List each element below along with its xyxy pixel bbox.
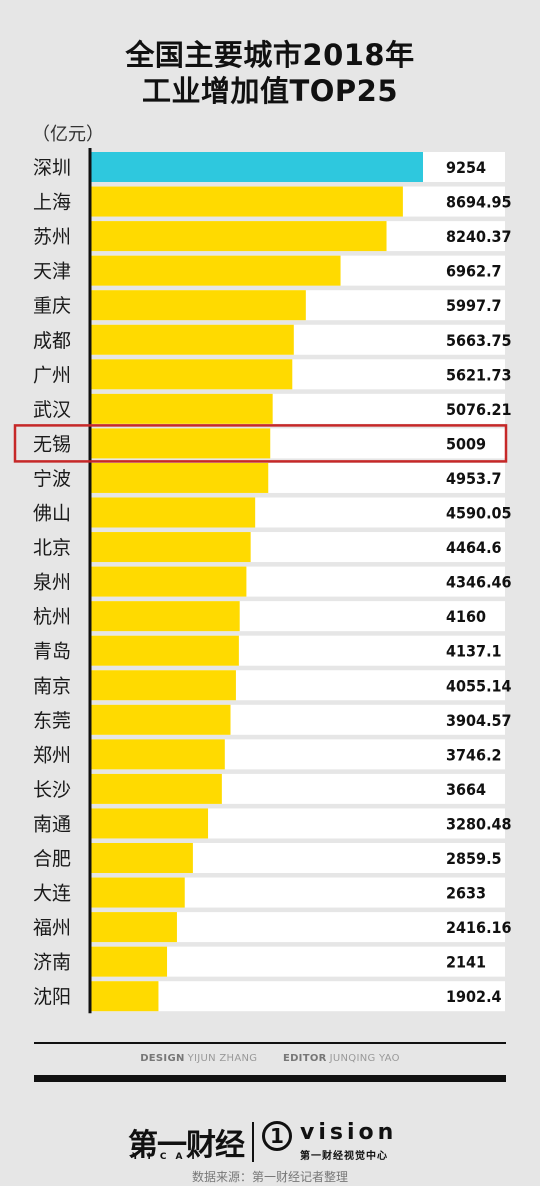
bar [90, 532, 251, 563]
bar [90, 601, 240, 632]
chart-title-line2: 工业增加值TOP25 [141, 74, 399, 108]
category-label: 广州 [33, 364, 71, 386]
category-label: 东莞 [33, 710, 71, 732]
category-label: 大连 [33, 883, 71, 905]
bar [90, 946, 168, 977]
bar [90, 221, 387, 252]
bar [90, 566, 247, 597]
value-label: 8240.37 [446, 227, 512, 246]
value-label: 4346.46 [446, 573, 512, 592]
credits: DESIGN YIJUN ZHANG EDITOR JUNQING YAO [0, 1053, 540, 1064]
value-label: 6962.7 [446, 262, 502, 281]
editor-name: JUNQING YAO [329, 1053, 400, 1064]
category-label: 青岛 [33, 641, 71, 663]
bar [90, 359, 293, 390]
divider-bottom [34, 1075, 506, 1082]
category-label: 杭州 [33, 606, 71, 628]
value-label: 4055.14 [446, 676, 512, 695]
category-label: 佛山 [33, 503, 71, 525]
category-label: 苏州 [33, 226, 71, 248]
bar [90, 393, 273, 424]
value-label: 8694.95 [446, 193, 512, 212]
bar [90, 670, 236, 701]
bar [90, 497, 256, 528]
bar [90, 186, 403, 217]
category-label: 南京 [33, 675, 71, 697]
bar [90, 808, 209, 839]
value-label: 3904.57 [446, 711, 512, 730]
value-label: 9254 [446, 158, 486, 177]
bar [90, 324, 294, 355]
value-label: 5997.7 [446, 296, 502, 315]
value-label: 2633 [446, 884, 486, 903]
bar [90, 290, 306, 321]
vision-logo-sub: 第一财经视觉中心 [300, 1151, 388, 1162]
category-label: 郑州 [33, 744, 71, 766]
vision-logo: vision [300, 1120, 398, 1145]
bar [90, 773, 222, 804]
highlight-box [13, 424, 508, 463]
category-label: 成都 [33, 330, 71, 352]
bar [90, 255, 341, 286]
value-label: 4953.7 [446, 469, 502, 488]
bar [90, 843, 193, 873]
value-label: 3664 [446, 780, 486, 799]
category-label: 武汉 [33, 399, 71, 421]
design-label: DESIGN [140, 1053, 185, 1064]
value-label: 2859.5 [446, 849, 502, 868]
divider-top [34, 1042, 506, 1044]
value-label: 4464.6 [446, 538, 502, 557]
category-label: 长沙 [33, 779, 71, 801]
bar [90, 704, 231, 735]
category-label: 泉州 [33, 572, 71, 594]
category-label: 福州 [33, 917, 71, 939]
category-label: 无锡 [33, 433, 71, 455]
value-label: 3280.48 [446, 814, 512, 833]
logo-divider [252, 1122, 254, 1162]
value-label: 1902.4 [446, 987, 502, 1006]
category-label: 济南 [33, 952, 71, 974]
value-label: 5663.75 [446, 331, 512, 350]
value-label: 4137.1 [446, 642, 502, 661]
category-label: 宁波 [33, 468, 71, 490]
bar [90, 739, 225, 770]
category-label: 天津 [33, 261, 71, 283]
vision-logo-mark: 1 [262, 1121, 292, 1151]
bar-chart: 深圳 9254 上海 8694.95 苏州 8240.37 天津 6962.7 重庆 5997.7… [13, 148, 512, 1014]
design-name: YIJUN ZHANG [187, 1053, 258, 1064]
category-label: 沈阳 [33, 986, 71, 1008]
value-label: 5009 [446, 434, 486, 453]
data-source: 数据来源：第一财经记者整理 [191, 1170, 348, 1184]
bar [90, 152, 423, 182]
bar [90, 912, 177, 943]
value-label: 5076.21 [446, 400, 512, 419]
category-label: 北京 [33, 537, 71, 559]
category-label: 南通 [33, 813, 71, 835]
category-label: 深圳 [33, 157, 71, 179]
value-label: 2416.16 [446, 918, 512, 937]
value-label: 2141 [446, 953, 486, 972]
bar [90, 877, 185, 908]
bar [90, 981, 159, 1012]
value-label: 4590.05 [446, 504, 512, 523]
value-label: 4160 [446, 607, 486, 626]
chart-title-line1: 全国主要城市2018年 [125, 38, 415, 72]
value-label: 3746.2 [446, 745, 502, 764]
yicai-logo: 第一财经 [128, 1128, 245, 1163]
bar [90, 428, 271, 459]
value-label: 5621.73 [446, 365, 512, 384]
bar [90, 462, 269, 493]
yicai-logo-sub: YICAI [132, 1152, 204, 1162]
unit-label: （亿元） [32, 124, 104, 145]
category-label: 合肥 [33, 848, 71, 870]
bar [90, 635, 239, 666]
editor-label: EDITOR [282, 1053, 327, 1064]
bar-track [90, 981, 505, 1012]
category-label: 上海 [33, 192, 71, 214]
category-label: 重庆 [33, 295, 71, 317]
